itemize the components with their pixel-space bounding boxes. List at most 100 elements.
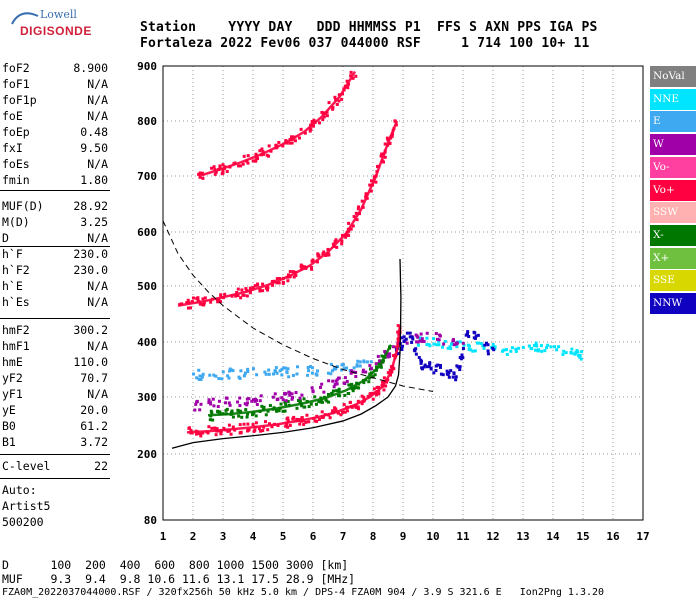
legend-item-sse: SSE [650,270,696,292]
param-key: h`F [2,247,23,261]
echo-point [369,189,373,193]
param-key: foF1 [2,77,30,91]
logo-text-top: Lowell [40,8,77,21]
echo-point [236,287,240,291]
echo-point [388,141,392,145]
logo-text-bottom: DIGISONDE [20,24,92,38]
echo-point [485,341,489,345]
param-key: fxI [2,141,23,155]
echo-point [196,298,200,302]
x-tick-label: 11 [456,530,470,543]
echo-point [420,337,424,341]
echo-point [451,375,455,379]
echo-point [303,131,307,135]
echo-point [265,153,269,157]
echo-point [254,152,258,156]
echo-point [297,136,301,140]
echo-point [536,349,540,353]
echo-point [331,409,335,413]
echo-point [375,365,379,369]
echo-point [310,386,314,390]
y-tick-label: 500 [137,280,157,293]
echo-point [255,373,259,377]
param-key: h`E [2,279,23,293]
echo-point [211,397,215,401]
echo-point [357,205,361,209]
plot-frame [162,65,644,521]
echo-point [313,395,317,399]
echo-point [360,199,364,203]
echo-point [347,392,351,396]
echo-point [227,429,231,433]
echo-point [438,365,442,369]
x-tick-label: 15 [576,530,589,543]
echo-point [244,287,248,291]
echo-point [214,433,218,437]
echo-point [373,373,377,377]
echo-point [291,270,295,274]
echo-point [213,172,217,176]
echo-point [385,380,389,384]
param-key: C-level [2,459,51,473]
legend-item-x: X- [650,224,696,246]
echo-point [414,333,418,337]
echo-point [333,240,337,244]
echo-point [317,400,321,404]
echo-point [208,400,212,404]
echo-point [356,207,360,211]
echo-point [364,370,368,374]
echo-point [460,353,464,357]
echo-point [454,342,458,346]
echo-point [294,391,298,395]
echo-point [384,384,388,388]
echo-point [351,389,355,393]
param-key: B1 [2,435,16,449]
echo-point [262,405,266,409]
param-value: N/A [87,279,108,293]
echo-point [228,367,232,371]
echo-point [237,409,241,413]
echo-point [199,434,203,438]
echo-point [246,429,250,433]
echo-point [335,378,339,382]
param-d: D N/A [2,230,108,246]
echo-point [252,411,256,415]
echo-point [280,367,284,371]
echo-point [214,374,218,378]
echo-point [435,337,439,341]
muf-row: MUF 9.3 9.4 9.8 10.6 11.6 13.1 17.5 28.9… [2,572,356,586]
param-mufd: MUF(D) 28.92 [2,198,108,214]
echo-point [527,344,531,348]
param-value: N/A [87,387,108,401]
echo-point [321,400,325,404]
param-value: N/A [87,339,108,353]
echo-point [334,409,338,413]
echo-point [349,227,353,231]
echo-point [341,363,345,367]
param-value: 8.900 [73,61,108,75]
echo-point [245,415,249,419]
echo-point [380,354,384,358]
x-tick-label: 4 [250,530,257,543]
echo-point [458,340,462,344]
echo-point [307,369,311,373]
echo-point [340,242,344,246]
echo-point [201,297,205,301]
echo-point [284,139,288,143]
echo-point [291,417,295,421]
echo-point [452,343,456,347]
param-value: 230.0 [73,263,108,277]
echo-point [419,358,423,362]
echo-point [535,344,539,348]
param-key: yF2 [2,371,23,385]
param-value: N/A [87,231,108,245]
echo-point [393,119,397,123]
logo-swoosh-icon [11,12,39,25]
echo-point [350,382,354,386]
echo-point [190,300,194,304]
echo-point [191,296,195,300]
echo-point [322,250,326,254]
echo-point [264,372,268,376]
echo-point [230,409,234,413]
echo-point [454,378,458,382]
